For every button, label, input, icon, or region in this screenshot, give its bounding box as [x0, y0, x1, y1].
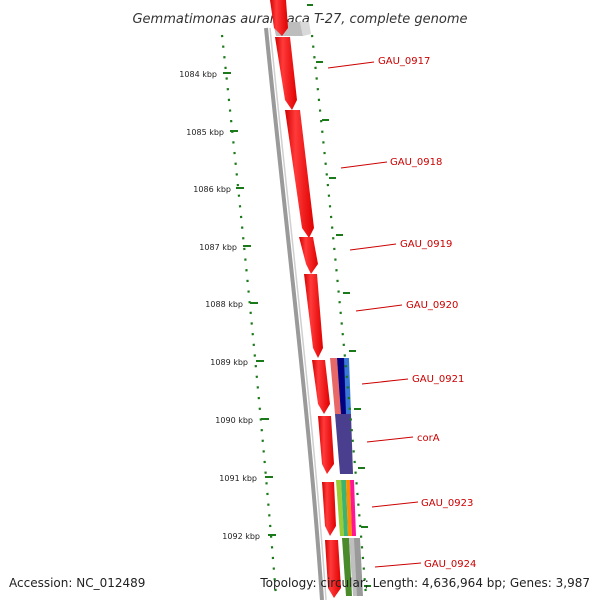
tick-label: 1090 kbp [215, 416, 253, 425]
gene-label[interactable]: GAU_0920 [406, 300, 458, 311]
accession-text: Accession: NC_012489 [9, 576, 146, 590]
tick-label: 1085 kbp [186, 128, 224, 137]
label-leaders [327, 61, 422, 568]
gene-label[interactable]: GAU_0918 [390, 157, 442, 168]
gene-label[interactable]: GAU_0921 [412, 374, 464, 385]
gene-label[interactable]: GAU_0923 [421, 498, 473, 509]
tick-label: 1087 kbp [199, 243, 237, 252]
scale-track [220, 34, 278, 597]
annotation-blocks [330, 358, 363, 596]
gene-arrow[interactable] [285, 110, 314, 238]
tick-label: 1088 kbp [205, 300, 243, 309]
gene-arrow[interactable] [299, 237, 318, 274]
tick-label: 1084 kbp [179, 70, 217, 79]
gene-arrow[interactable] [312, 360, 330, 414]
gene-arrow[interactable] [325, 540, 341, 598]
feature-track [310, 34, 371, 597]
tick-label: 1086 kbp [193, 185, 231, 194]
tick-label: 1089 kbp [210, 358, 248, 367]
gene-arrow[interactable] [275, 37, 297, 110]
gene-arrow[interactable] [322, 482, 336, 536]
gene-arrow[interactable] [304, 274, 323, 358]
map-title: Gemmatimonas aurantiaca T-27, complete g… [132, 12, 467, 27]
gene-label[interactable]: corA [417, 433, 440, 444]
tick-label: 1092 kbp [222, 532, 260, 541]
gene-label[interactable]: GAU_0917 [378, 56, 430, 67]
genome-backbone [264, 27, 327, 601]
genome-summary-text: Topology: circular; Length: 4,636,964 bp… [260, 576, 590, 590]
gene-arrow[interactable] [270, 0, 288, 36]
gene-arrow[interactable] [318, 416, 334, 474]
gene-label[interactable]: GAU_0919 [400, 239, 452, 250]
gene-label[interactable]: GAU_0924 [424, 559, 476, 570]
tick-label: 1091 kbp [219, 474, 257, 483]
